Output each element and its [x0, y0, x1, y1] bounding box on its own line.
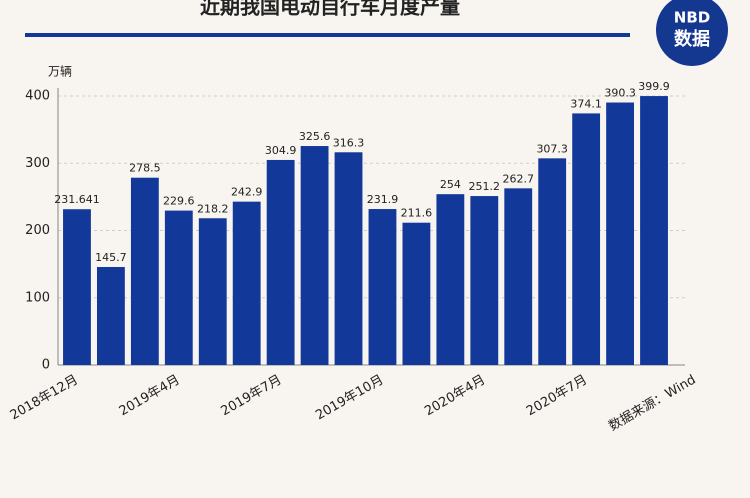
bar	[300, 146, 329, 365]
bar	[640, 96, 668, 365]
value-label: 399.9	[638, 80, 670, 93]
title-rule	[25, 33, 630, 37]
logo-top: NBD	[674, 9, 710, 27]
bar	[334, 152, 363, 365]
value-label: 242.9	[231, 186, 263, 199]
bar	[63, 209, 91, 365]
value-label: 231.9	[367, 193, 399, 206]
y-tick-label: 400	[25, 89, 50, 104]
value-label: 307.3	[536, 142, 568, 155]
bar	[198, 218, 227, 365]
value-label: 374.1	[570, 97, 602, 110]
bar	[164, 210, 193, 365]
value-label: 316.3	[333, 136, 365, 149]
value-label: 278.5	[129, 162, 161, 175]
value-label: 231.641	[54, 193, 100, 206]
y-tick-label: 100	[25, 290, 50, 305]
value-label: 304.9	[265, 144, 297, 157]
value-label: 251.2	[469, 180, 501, 193]
bar	[538, 158, 567, 365]
value-label: 254	[440, 178, 461, 191]
chart-title: 近期我国电动自行车月度产量	[200, 0, 460, 19]
bar	[572, 113, 601, 365]
y-axis-label: 万辆	[48, 65, 72, 79]
y-tick-label: 0	[42, 358, 50, 373]
bar	[402, 222, 431, 365]
logo	[656, 0, 728, 66]
y-tick-label: 300	[25, 156, 50, 171]
bar	[96, 267, 125, 365]
value-label: 325.6	[299, 130, 331, 143]
bar	[368, 209, 397, 365]
value-label: 390.3	[604, 87, 636, 100]
bar	[130, 177, 159, 365]
value-label: 218.2	[197, 202, 229, 215]
value-label: 262.7	[503, 172, 535, 185]
value-label: 211.6	[401, 207, 433, 220]
y-tick-label: 200	[25, 223, 50, 238]
bar	[266, 159, 295, 365]
bar	[470, 196, 499, 365]
bar	[232, 201, 261, 365]
bar	[436, 194, 465, 365]
bar	[504, 188, 533, 365]
value-label: 229.6	[163, 195, 195, 208]
bar	[606, 102, 635, 365]
logo-bottom: 数据	[674, 28, 710, 50]
value-label: 145.7	[95, 251, 127, 264]
